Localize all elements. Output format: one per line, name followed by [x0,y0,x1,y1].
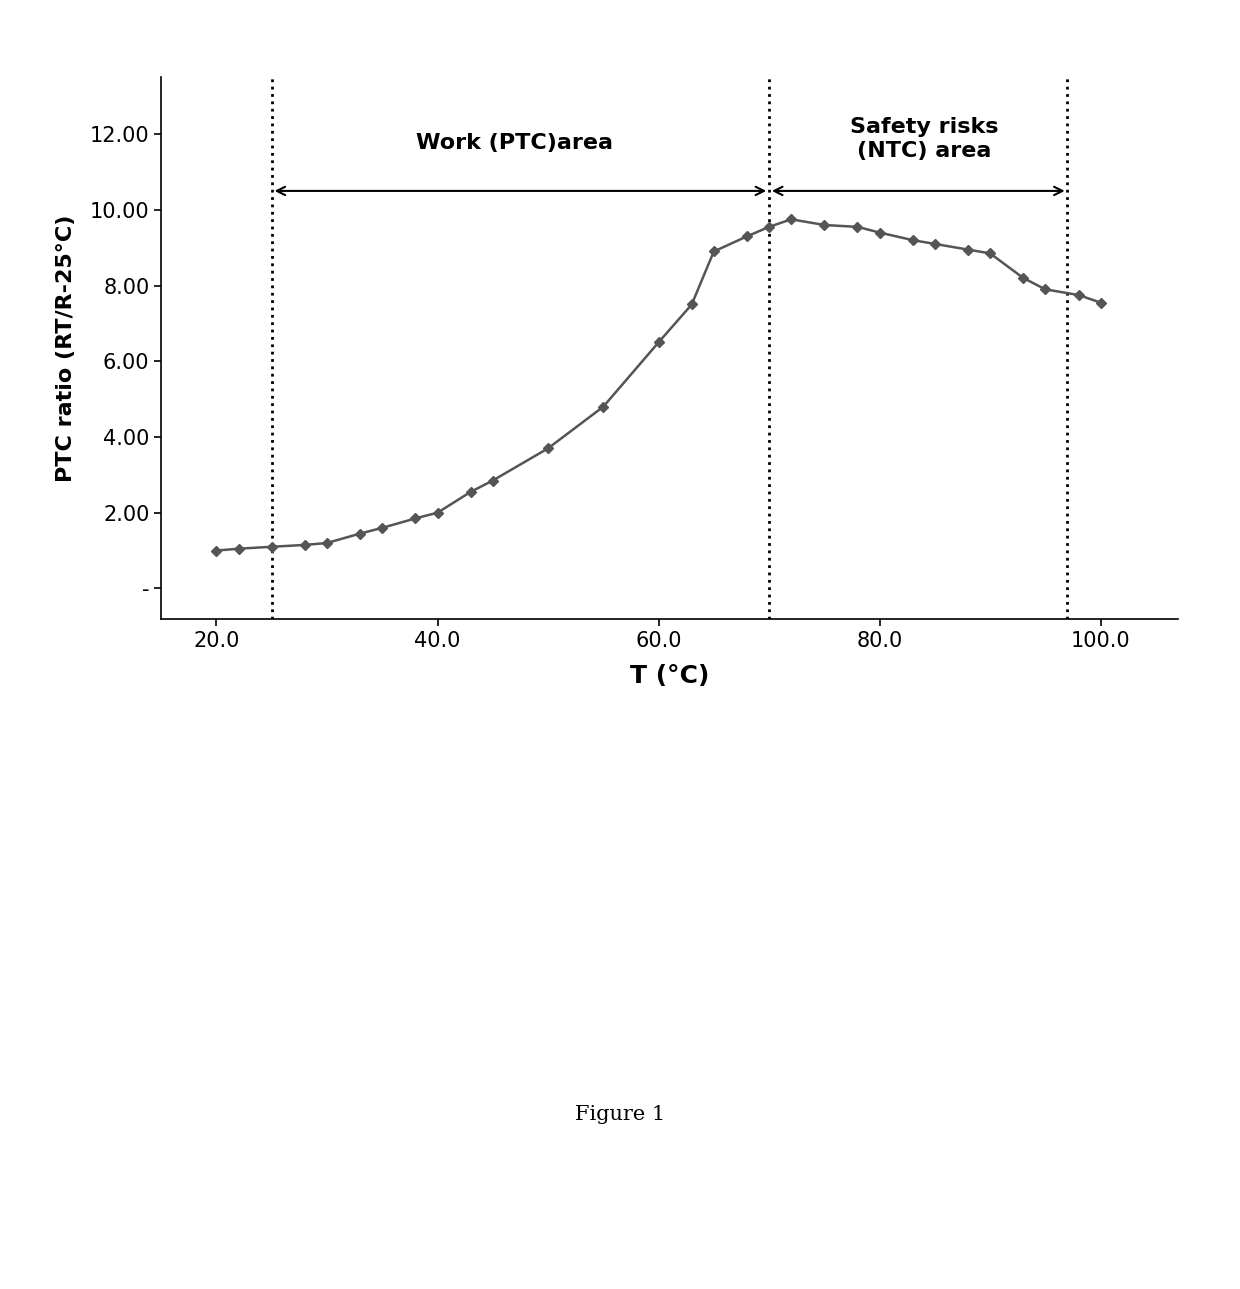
Y-axis label: PTC ratio (RT/R-25°C): PTC ratio (RT/R-25°C) [56,214,76,482]
Text: Safety risks
(NTC) area: Safety risks (NTC) area [849,117,998,161]
Text: Work (PTC)area: Work (PTC)area [417,133,614,153]
Text: Figure 1: Figure 1 [575,1106,665,1124]
X-axis label: T (°C): T (°C) [630,664,709,688]
